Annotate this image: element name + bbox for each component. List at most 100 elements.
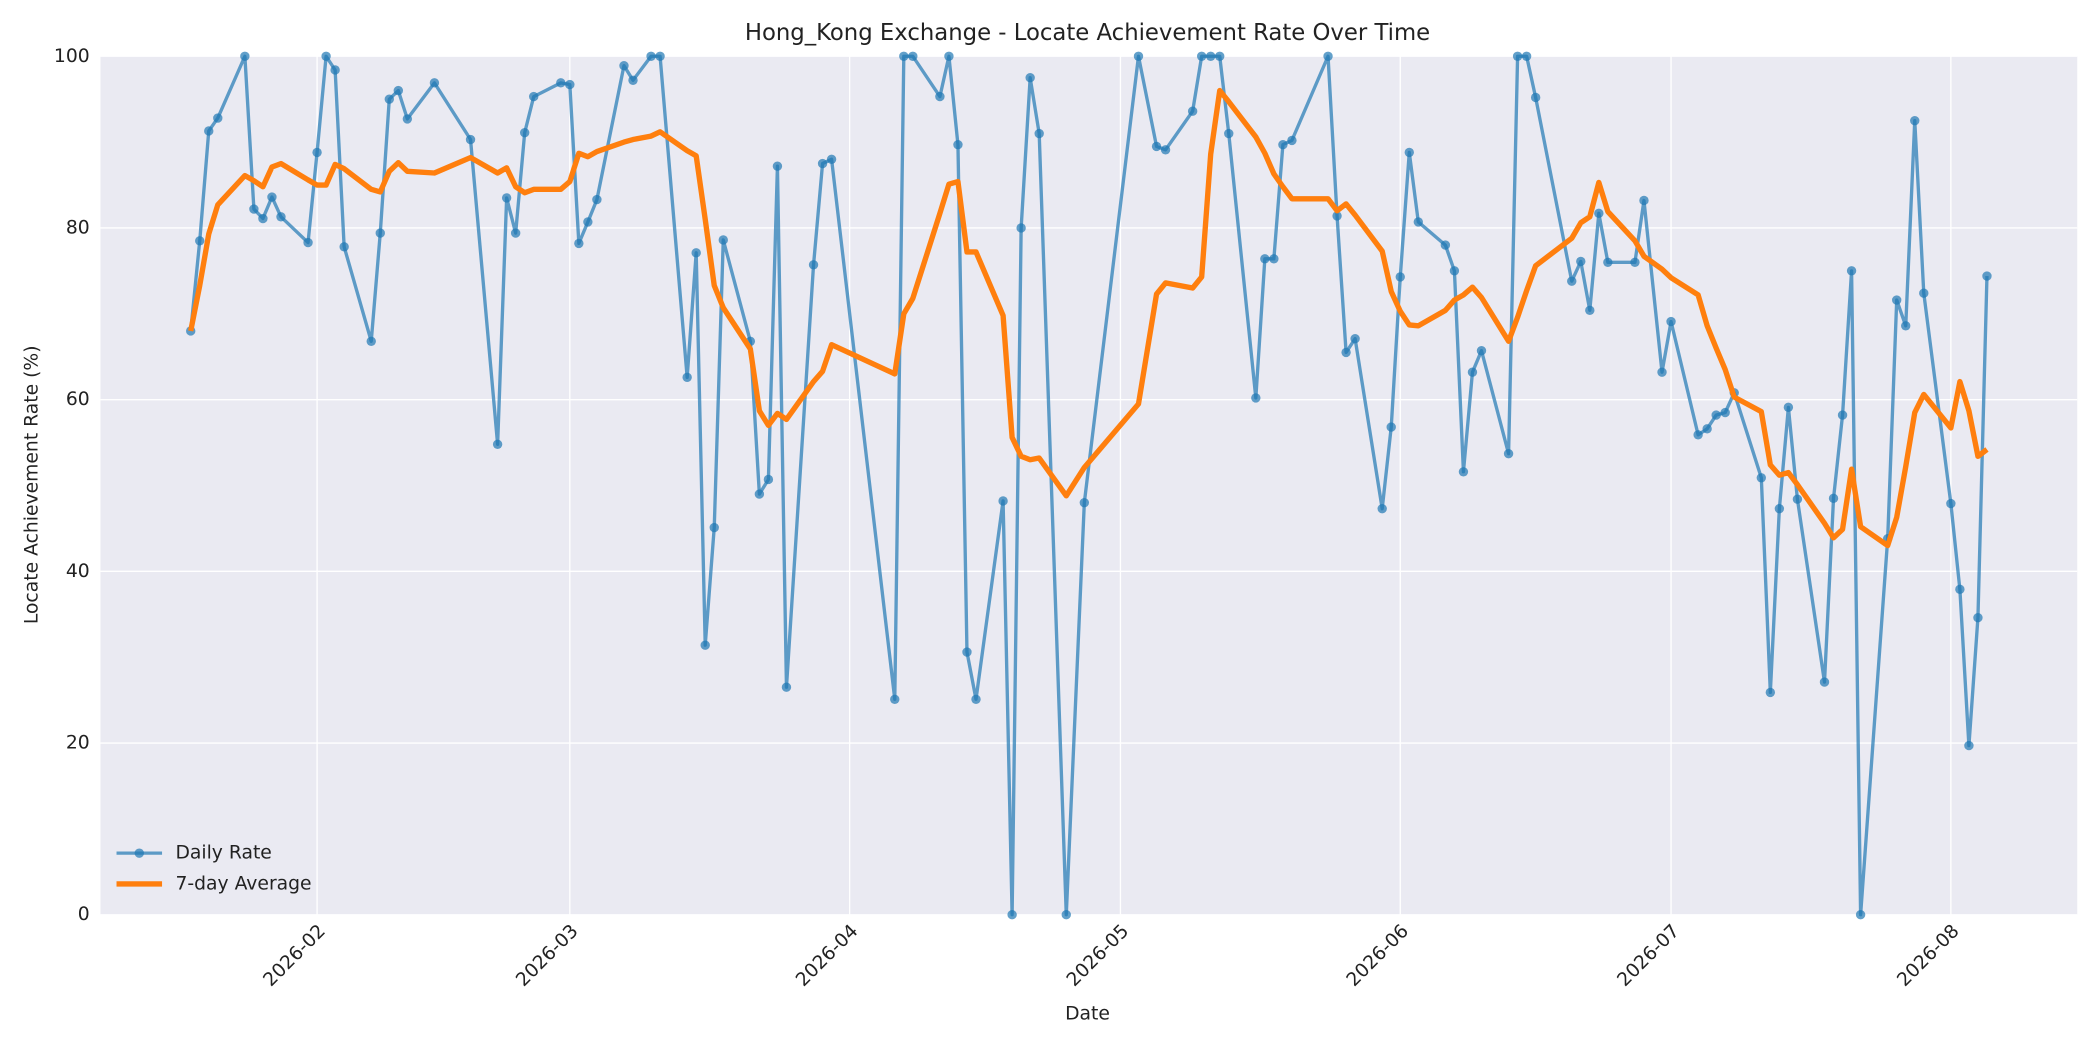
data-point	[908, 51, 918, 61]
legend-label: Daily Rate	[175, 843, 271, 864]
y-tick-label: 20	[66, 733, 90, 754]
data-point	[1792, 494, 1803, 504]
data-point	[1855, 910, 1866, 920]
data-point	[754, 489, 765, 499]
data-point	[1657, 367, 1667, 377]
legend-marker	[134, 848, 144, 858]
data-point	[1964, 740, 1974, 751]
data-point	[1955, 584, 1965, 595]
data-point	[718, 235, 728, 245]
data-point	[1341, 347, 1351, 358]
data-point	[1224, 128, 1234, 139]
data-point	[1007, 910, 1017, 920]
chart-title: Hong_Kong Exchange - Locate Achievement …	[745, 20, 1430, 46]
x-tick-label: 2026-06	[1343, 921, 1413, 991]
data-point	[276, 212, 286, 222]
data-point	[1440, 240, 1451, 250]
data-point	[303, 237, 313, 248]
data-point	[953, 139, 963, 150]
data-point	[1837, 410, 1848, 420]
data-point	[1377, 503, 1387, 514]
data-point	[556, 78, 566, 88]
data-point	[510, 228, 521, 238]
data-point	[1512, 51, 1523, 61]
data-point	[240, 51, 250, 61]
data-point	[1332, 211, 1342, 221]
y-tick-label: 40	[66, 561, 90, 582]
data-point	[890, 694, 900, 704]
data-point	[1269, 254, 1279, 264]
marks	[186, 51, 1992, 920]
data-point	[935, 91, 945, 102]
data-point	[520, 127, 530, 138]
data-point	[1206, 51, 1216, 61]
data-point	[1260, 254, 1270, 264]
grid	[100, 55, 2078, 916]
data-point	[646, 51, 656, 61]
data-point	[1783, 402, 1794, 413]
y-axis-label: Locate Achievement Rate (%)	[22, 345, 43, 624]
data-point	[1503, 449, 1514, 459]
data-point	[971, 694, 981, 704]
data-point	[195, 236, 205, 246]
data-point	[366, 336, 376, 346]
data-point	[1720, 407, 1730, 418]
data-point	[1693, 430, 1703, 440]
data-point	[583, 217, 593, 227]
data-point	[429, 78, 440, 88]
data-point	[1278, 139, 1288, 150]
data-point	[574, 238, 584, 249]
data-point	[1404, 147, 1414, 158]
data-point	[1034, 128, 1044, 139]
x-tick-label: 2026-07	[1614, 921, 1684, 991]
data-point	[962, 647, 972, 657]
data-point	[1594, 208, 1604, 219]
x-axis-label: Date	[1065, 1003, 1110, 1024]
data-point	[1666, 316, 1676, 327]
data-point	[375, 228, 385, 238]
data-point	[709, 522, 719, 533]
data-point	[1585, 305, 1595, 316]
data-point	[700, 640, 710, 650]
data-point	[1151, 141, 1162, 152]
data-point	[1215, 51, 1225, 61]
data-point	[772, 161, 783, 171]
data-point	[1449, 266, 1460, 276]
data-point	[1901, 321, 1911, 331]
data-point	[1982, 271, 1992, 281]
data-point	[944, 51, 954, 61]
data-point	[1386, 422, 1396, 432]
data-point	[781, 682, 792, 692]
data-point	[1567, 276, 1577, 286]
data-point	[1846, 266, 1857, 276]
data-point	[565, 79, 575, 90]
data-point	[1458, 467, 1469, 477]
data-point	[249, 204, 259, 214]
data-point	[1133, 51, 1144, 61]
data-point	[529, 91, 539, 102]
data-point	[817, 158, 828, 169]
data-point	[1323, 51, 1333, 61]
data-point	[998, 496, 1008, 506]
data-point	[1187, 106, 1198, 116]
data-point	[1160, 145, 1171, 155]
data-point	[592, 194, 602, 205]
data-point	[393, 85, 404, 96]
y-tick-label: 0	[78, 904, 90, 925]
data-point	[1828, 493, 1839, 504]
data-point	[1819, 677, 1830, 687]
data-point	[1892, 295, 1902, 305]
data-point	[1702, 424, 1712, 434]
y-tick-label: 60	[66, 389, 90, 410]
plot-area	[100, 56, 2078, 915]
data-point	[1765, 687, 1776, 698]
legend-label: 7-day Average	[175, 873, 311, 894]
series-line	[188, 87, 1989, 549]
data-point	[1630, 257, 1640, 267]
data-point	[330, 65, 340, 75]
data-point	[384, 94, 394, 104]
data-point	[501, 193, 512, 203]
data-point	[1251, 393, 1261, 403]
